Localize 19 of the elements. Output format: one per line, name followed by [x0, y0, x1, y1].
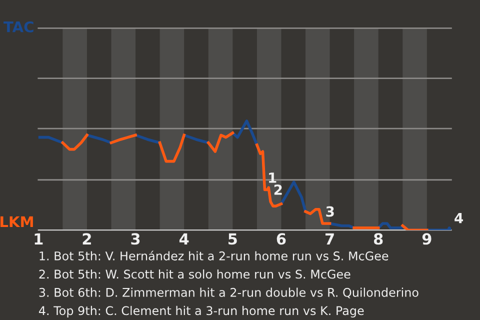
- text: 2. Bot 5th: W. Scott hit a solo home run vs S. McGee: [39, 269, 350, 279]
- text: TAC: [4, 21, 34, 32]
- text: LKM: [0, 216, 33, 228]
- text: 3. Bot 6th: D. Zimmerman hit a 2-run double vs R. Quilonderino: [39, 288, 418, 298]
- text: 1. Bot 5th: V. Hernández hit a 2-run home run vs S. McGee: [40, 250, 388, 260]
- text: 4. Top 9th: C. Clement hit a 3-run home run vs K. Page: [38, 306, 364, 318]
- annotation: 1: [269, 172, 276, 183]
- x-tick-label: 9: [422, 233, 432, 245]
- x-tick-label: 6: [276, 233, 286, 245]
- annotation: 4: [454, 213, 464, 224]
- x-tick-label: 3: [131, 233, 140, 245]
- x-tick-label: 2: [82, 233, 91, 244]
- x-tick-label: 8: [374, 233, 383, 245]
- annotation: 2: [274, 184, 282, 195]
- x-tick-label: 1: [34, 233, 43, 244]
- x-tick-label: 5: [228, 233, 237, 245]
- x-tick-label: 4: [179, 233, 189, 244]
- x-tick-label: 7: [325, 233, 334, 244]
- annotation: 3: [326, 206, 334, 217]
